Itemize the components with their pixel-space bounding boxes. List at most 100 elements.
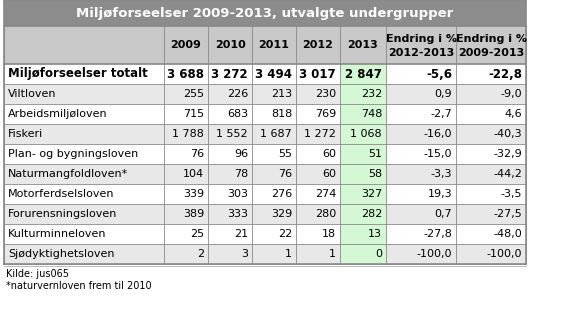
Bar — [4, 124, 526, 144]
Text: 96: 96 — [234, 149, 248, 159]
Text: 1 068: 1 068 — [350, 129, 382, 139]
Text: 3 688: 3 688 — [167, 68, 204, 81]
Text: Sjødyktighetsloven: Sjødyktighetsloven — [8, 249, 114, 259]
Text: 748: 748 — [360, 109, 382, 119]
Text: 2010: 2010 — [214, 40, 246, 50]
Bar — [340, 184, 386, 204]
Text: Endring i %: Endring i % — [455, 34, 526, 44]
Text: 1: 1 — [285, 249, 292, 259]
Text: -48,0: -48,0 — [493, 229, 522, 239]
Text: 1 552: 1 552 — [216, 129, 248, 139]
Text: 58: 58 — [368, 169, 382, 179]
Text: Kulturminneloven: Kulturminneloven — [8, 229, 107, 239]
Text: Naturmangfoldloven*: Naturmangfoldloven* — [8, 169, 128, 179]
Text: 1 687: 1 687 — [260, 129, 292, 139]
Text: 226: 226 — [227, 89, 248, 99]
Bar — [4, 104, 526, 124]
Text: 2011: 2011 — [258, 40, 289, 50]
Text: -27,8: -27,8 — [423, 229, 452, 239]
Text: 230: 230 — [315, 89, 336, 99]
Text: 274: 274 — [315, 189, 336, 199]
Text: 55: 55 — [278, 149, 292, 159]
Text: -16,0: -16,0 — [424, 129, 452, 139]
Text: 255: 255 — [183, 89, 204, 99]
Bar — [4, 224, 526, 244]
Text: 0,9: 0,9 — [434, 89, 452, 99]
Text: 51: 51 — [368, 149, 382, 159]
Text: 104: 104 — [183, 169, 204, 179]
Text: Motorferdselsloven: Motorferdselsloven — [8, 189, 114, 199]
Text: 0,7: 0,7 — [434, 209, 452, 219]
Text: 2: 2 — [197, 249, 204, 259]
Text: 339: 339 — [183, 189, 204, 199]
Text: 2012: 2012 — [302, 40, 333, 50]
Text: 13: 13 — [368, 229, 382, 239]
Bar — [340, 84, 386, 104]
Text: 0: 0 — [375, 249, 382, 259]
Text: -2,7: -2,7 — [430, 109, 452, 119]
Text: 327: 327 — [361, 189, 382, 199]
Text: -15,0: -15,0 — [424, 149, 452, 159]
Text: 213: 213 — [271, 89, 292, 99]
Bar — [4, 244, 526, 264]
Bar — [4, 0, 526, 26]
Bar — [340, 204, 386, 224]
Text: -100,0: -100,0 — [417, 249, 452, 259]
Text: 3 272: 3 272 — [212, 68, 248, 81]
Bar — [340, 164, 386, 184]
Text: Arbeidsmiljøloven: Arbeidsmiljøloven — [8, 109, 108, 119]
Text: 3 494: 3 494 — [255, 68, 292, 81]
Text: -5,6: -5,6 — [426, 68, 452, 81]
Text: 333: 333 — [227, 209, 248, 219]
Text: Endring i %: Endring i % — [386, 34, 456, 44]
Text: -40,3: -40,3 — [493, 129, 522, 139]
Text: 715: 715 — [183, 109, 204, 119]
Bar — [4, 204, 526, 224]
Text: 2009: 2009 — [171, 40, 202, 50]
Text: 303: 303 — [227, 189, 248, 199]
Bar — [340, 104, 386, 124]
Bar — [4, 64, 526, 84]
Text: 2013: 2013 — [347, 40, 379, 50]
Bar — [4, 84, 526, 104]
Text: -9,0: -9,0 — [500, 89, 522, 99]
Text: 1 788: 1 788 — [172, 129, 204, 139]
Text: 2 847: 2 847 — [345, 68, 382, 81]
Text: 232: 232 — [361, 89, 382, 99]
Text: 1 272: 1 272 — [304, 129, 336, 139]
Text: 3: 3 — [241, 249, 248, 259]
Bar — [4, 26, 526, 64]
Text: -32,9: -32,9 — [493, 149, 522, 159]
Text: 25: 25 — [190, 229, 204, 239]
Text: 60: 60 — [322, 149, 336, 159]
Text: 19,3: 19,3 — [427, 189, 452, 199]
Text: 4,6: 4,6 — [505, 109, 522, 119]
Text: 329: 329 — [271, 209, 292, 219]
Text: 18: 18 — [322, 229, 336, 239]
Bar — [340, 64, 386, 84]
Bar — [340, 144, 386, 164]
Text: 1: 1 — [329, 249, 336, 259]
Text: 769: 769 — [315, 109, 336, 119]
Text: 276: 276 — [271, 189, 292, 199]
Text: -3,3: -3,3 — [431, 169, 452, 179]
Text: 22: 22 — [278, 229, 292, 239]
Text: -3,5: -3,5 — [500, 189, 522, 199]
Text: Miljøforseelser 2009-2013, utvalgte undergrupper: Miljøforseelser 2009-2013, utvalgte unde… — [76, 7, 454, 20]
Text: 280: 280 — [315, 209, 336, 219]
Text: Miljøforseelser totalt: Miljøforseelser totalt — [8, 68, 148, 81]
Text: -44,2: -44,2 — [493, 169, 522, 179]
Text: Viltloven: Viltloven — [8, 89, 56, 99]
Text: 60: 60 — [322, 169, 336, 179]
Text: 389: 389 — [183, 209, 204, 219]
Text: 78: 78 — [234, 169, 248, 179]
Text: *naturvernloven frem til 2010: *naturvernloven frem til 2010 — [6, 281, 152, 291]
Text: Plan- og bygningsloven: Plan- og bygningsloven — [8, 149, 138, 159]
Text: 818: 818 — [271, 109, 292, 119]
Text: Fiskeri: Fiskeri — [8, 129, 43, 139]
Bar — [340, 244, 386, 264]
Text: 2009-2013: 2009-2013 — [458, 48, 524, 58]
Text: -100,0: -100,0 — [486, 249, 522, 259]
Text: -22,8: -22,8 — [488, 68, 522, 81]
Text: 76: 76 — [190, 149, 204, 159]
